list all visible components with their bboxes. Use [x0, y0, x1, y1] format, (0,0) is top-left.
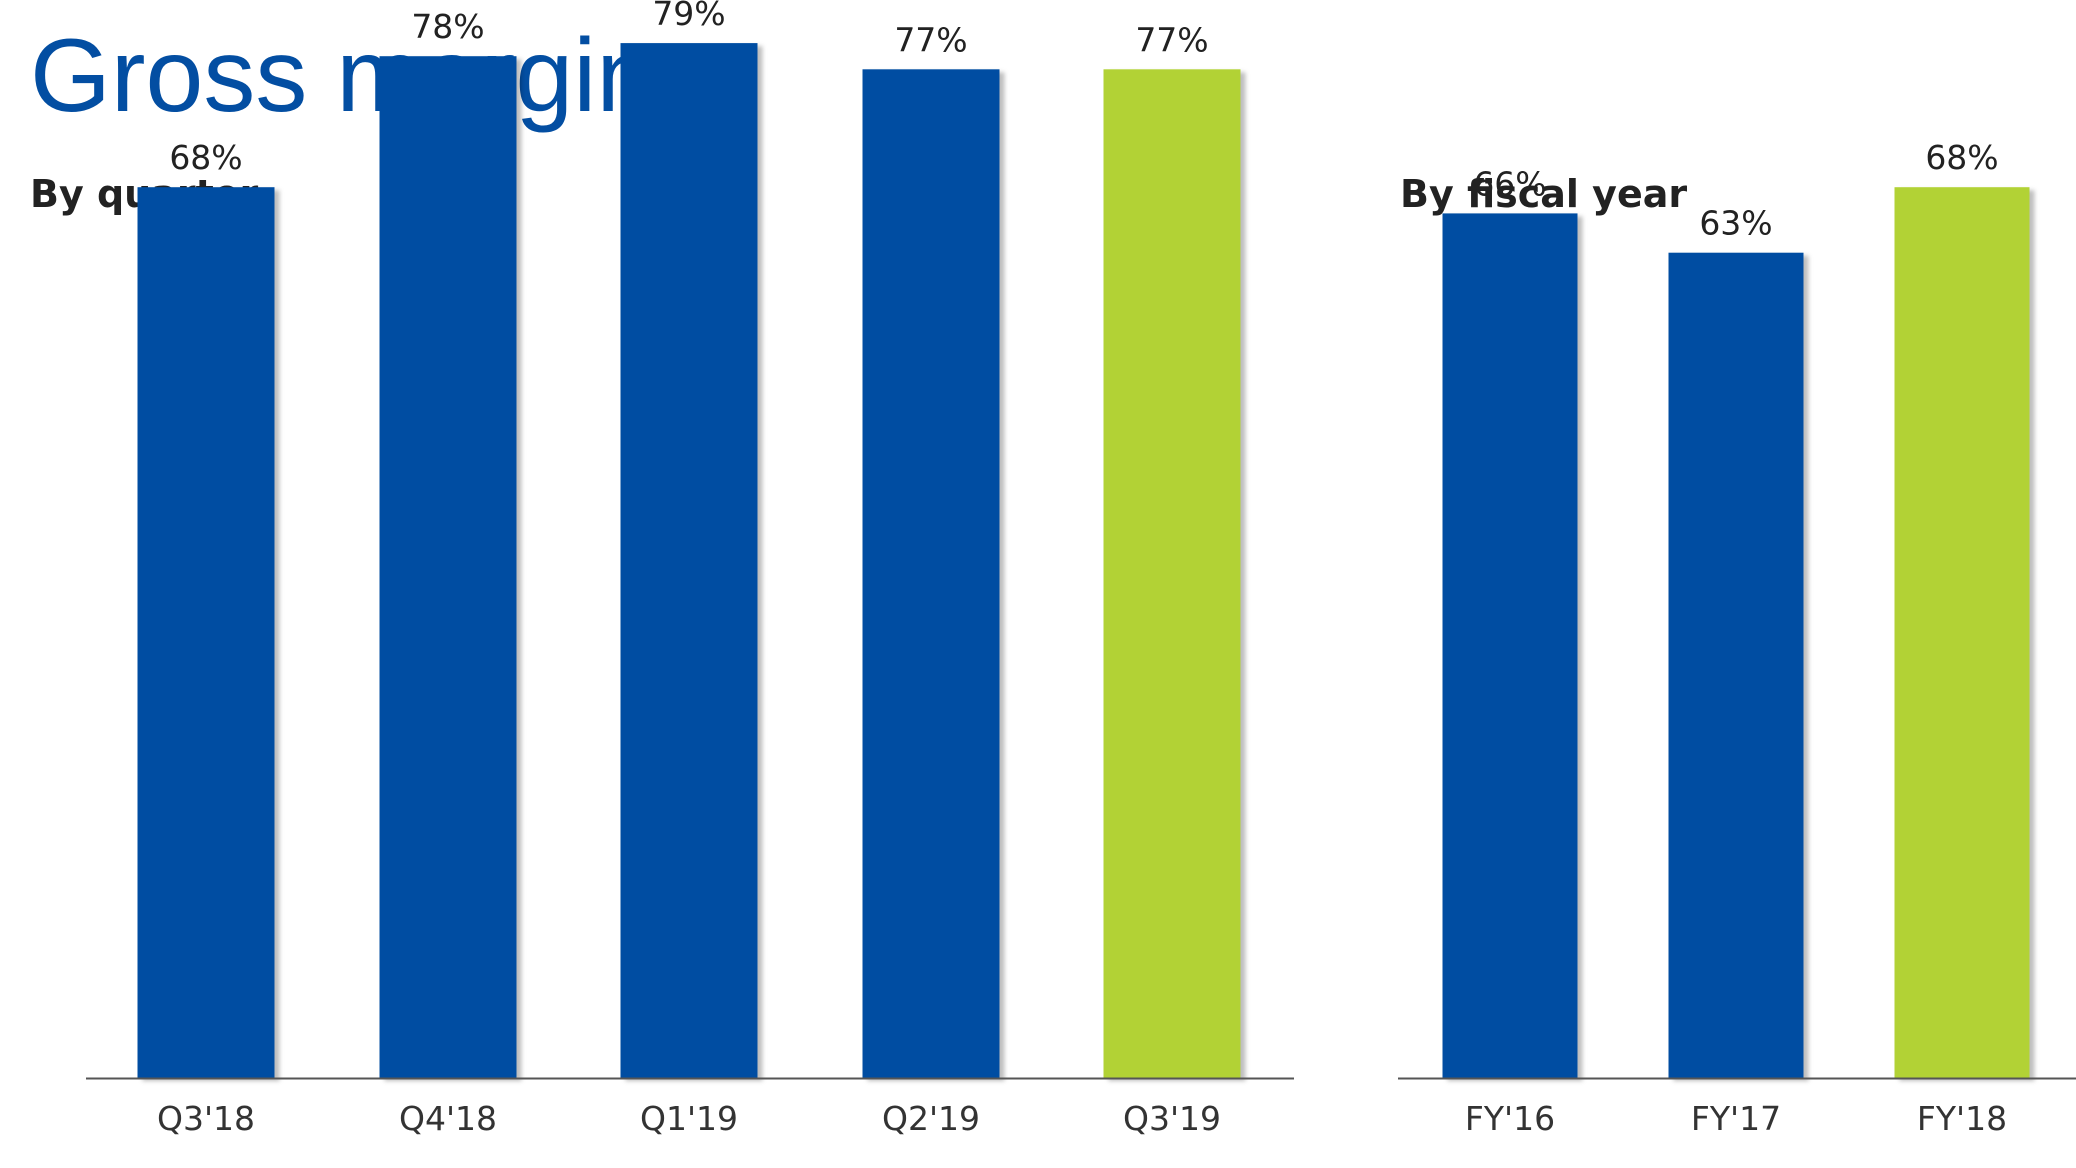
quarter-category-label-4: Q2'19 — [882, 1099, 980, 1138]
quarter-category-label-3: Q1'19 — [640, 1099, 738, 1138]
fiscal-year-bar-1 — [1442, 213, 1578, 1078]
fiscal-year-category-label-2: FY'17 — [1691, 1099, 1781, 1138]
fiscal-year-value-label-2: 63% — [1699, 204, 1772, 243]
fiscal-year-value-label-1: 66% — [1473, 164, 1546, 203]
quarter-bar-2 — [379, 56, 517, 1078]
fiscal-year-bar-3 — [1894, 187, 2030, 1078]
quarter-category-label-5: Q3'19 — [1123, 1099, 1221, 1138]
fiscal-year-category-label-3: FY'18 — [1917, 1099, 2007, 1138]
quarter-bar-4 — [862, 69, 1000, 1079]
quarter-value-label-1: 68% — [169, 138, 242, 177]
quarter-value-label-5: 77% — [1135, 20, 1208, 59]
quarter-value-label-2: 78% — [411, 7, 484, 46]
quarter-bar-chart: 68% Q3'18 78% Q4'18 79% Q1'19 77% Q2'19 77% Q3'19 — [86, 0, 1294, 1138]
quarter-bar-1 — [137, 187, 275, 1078]
quarter-bar-3 — [620, 43, 758, 1079]
quarter-category-label-1: Q3'18 — [157, 1099, 255, 1138]
quarter-value-label-3: 79% — [652, 0, 725, 33]
fiscal-year-category-label-1: FY'16 — [1465, 1099, 1555, 1138]
quarter-category-label-2: Q4'18 — [399, 1099, 497, 1138]
quarter-value-label-4: 77% — [894, 20, 967, 59]
fiscal-year-bar-chart: 66% FY'16 63% FY'17 68% FY'18 — [1398, 138, 2076, 1138]
quarter-bar-5 — [1103, 69, 1241, 1079]
page-title: Gross margin — [30, 18, 655, 134]
fiscal-year-chart-title: By fiscal year — [1400, 172, 1688, 216]
fiscal-year-bar-2 — [1668, 252, 1804, 1078]
fiscal-year-value-label-3: 68% — [1925, 138, 1998, 177]
